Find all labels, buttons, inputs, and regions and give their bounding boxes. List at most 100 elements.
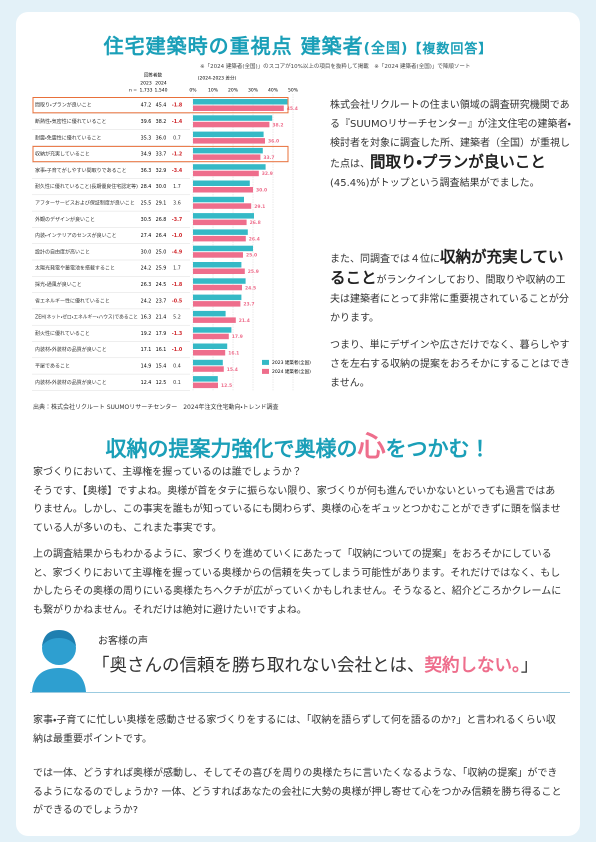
person-icon <box>32 630 86 692</box>
table-value: 25.5 <box>141 200 152 206</box>
bar <box>193 203 252 209</box>
bar <box>193 131 264 138</box>
bar <box>193 301 241 307</box>
table-diff: -3.7 <box>172 217 183 223</box>
bar <box>193 196 244 203</box>
table-diff: -1.8 <box>172 282 183 288</box>
value-label: 38.2 <box>272 122 283 128</box>
value-label: 23.7 <box>243 302 254 308</box>
category-label: 平屋であること <box>35 363 70 369</box>
bar <box>193 252 243 258</box>
table-value: 16.3 <box>141 315 152 321</box>
value-label: 24.5 <box>245 285 256 291</box>
table-diff: 3.6 <box>173 200 181 206</box>
value-label: 25.9 <box>248 269 259 275</box>
bar <box>193 245 253 252</box>
bar <box>193 99 288 105</box>
table-value: 25.0 <box>156 249 167 255</box>
text: をつかむ！ <box>385 437 491 461</box>
value-label: 30.0 <box>256 188 267 194</box>
category-label: 収納が充実していること <box>35 151 90 158</box>
table-value: 14.9 <box>141 363 152 369</box>
value-label: 21.4 <box>239 318 250 324</box>
table-value: 12.4 <box>141 380 152 386</box>
bar <box>193 105 284 111</box>
table-value: 32.9 <box>156 168 167 174</box>
paragraph: 家事・子育てに忙しい奥様を感動させる家づくりをするには、「収納を語らずして何を語… <box>33 715 556 745</box>
table-value: 26.3 <box>141 282 152 288</box>
bar <box>193 213 254 219</box>
bar <box>193 180 250 186</box>
n-label: n = <box>129 89 137 94</box>
bar <box>193 284 242 291</box>
table-value: 24.2 <box>141 298 152 304</box>
bar <box>193 317 236 323</box>
summary-p1: 株式会社リクルートの住まい領域の調査研究機関である『SUUMOリサーチセンター』… <box>330 96 575 193</box>
category-label: ZEH(ネット・ゼロ・エネルギー・ハウス)であること <box>35 314 138 321</box>
value-label: 17.9 <box>232 334 243 340</box>
table-diff: -1.2 <box>172 152 183 158</box>
quote: 「奥さんの信頼を勝ち取れない会社とは、契約しない。」 <box>92 652 538 677</box>
table-value: 21.4 <box>156 315 167 321</box>
text: 」 <box>520 656 539 676</box>
bar <box>193 366 224 372</box>
bar <box>193 164 266 170</box>
category-label: 耐震・免震性に優れていること <box>35 134 102 141</box>
table-value: 19.2 <box>141 331 152 337</box>
category-label: 耐久性に優れていること(長期優良住宅認定等) <box>35 183 138 190</box>
paragraph: 上の調査結果からもわかるように、家づくりを進めていくにあたって「収納についての提… <box>33 549 562 616</box>
bar <box>193 115 273 121</box>
table-diff: -1.0 <box>172 233 183 239</box>
table-value: 24.5 <box>156 282 167 288</box>
table-value: 36.3 <box>141 168 152 174</box>
x-tick-label: 50% <box>288 88 299 94</box>
divider <box>30 692 570 693</box>
bar <box>193 382 218 389</box>
category-label: 断熱性・気密性に優れていること <box>35 118 107 125</box>
table-diff: -1.0 <box>172 347 183 353</box>
table-value: 38.2 <box>156 119 167 125</box>
bar <box>193 154 261 160</box>
emphasis: 間取り・プランが良いこと <box>370 153 546 171</box>
text: (45.4%)がトップという調査結果がでました。 <box>330 178 540 189</box>
emphasis: 心 <box>357 430 386 463</box>
x-tick-label: 40% <box>268 88 279 94</box>
text: 収納の提案力強化で奥様の <box>105 437 358 461</box>
bar <box>193 138 265 144</box>
x-tick-label: 10% <box>208 88 219 94</box>
table-value: 26.8 <box>156 217 167 223</box>
voice-label: お客様の声 <box>98 636 148 647</box>
table-value: 30.0 <box>156 184 167 190</box>
table-diff: 5.2 <box>173 315 181 321</box>
value-label: 29.1 <box>254 204 265 210</box>
table-value: 35.3 <box>141 135 152 141</box>
value-label: 12.5 <box>221 383 232 389</box>
table-value: 30.0 <box>141 249 152 255</box>
table-diff: -1.8 <box>172 103 183 109</box>
emphasis: 収納が充実していること <box>330 248 564 287</box>
paragraph: 家づくりにおいて、主導権を握っているのは誰でしょうか？ そうです、【奥様】ですよね… <box>33 464 565 538</box>
table-value: 29.1 <box>156 200 167 206</box>
text: 株式会社リクルートの住まい領域の調査研究機関である『SUUMOリサーチセンター』… <box>330 100 571 170</box>
category-label: 間取り・プランが良いこと <box>35 102 92 109</box>
table-value: 15.4 <box>156 363 167 369</box>
text: そうです、【奥様】ですよね。奥様が首をタテに振らない限り、家づくりが何も進んでい… <box>33 485 561 534</box>
table-diff: 0.4 <box>173 363 181 369</box>
table-value: 12.5 <box>156 380 167 386</box>
table-diff: -1.3 <box>172 331 183 337</box>
table-value: 26.4 <box>156 233 167 239</box>
category-label: 耐火性に優れていること <box>35 330 90 337</box>
x-tick-label: 30% <box>248 88 259 94</box>
table-diff: -4.9 <box>172 249 183 255</box>
category-label: 太陽光発電や蓄電池を搭載すること <box>35 265 115 272</box>
source: 出典：株式会社リクルート SUUMOリサーチセンター 2024年注文住宅動向・ト… <box>33 404 279 411</box>
bar <box>193 359 223 366</box>
bar <box>193 219 247 226</box>
table-value: 27.4 <box>141 233 152 239</box>
value-label: 25.0 <box>246 253 257 259</box>
value-label: 26.8 <box>250 220 261 226</box>
bar <box>193 268 245 274</box>
category-label: 家事・子育てがしやすい間取りであること <box>35 167 127 174</box>
table-diff: 1.7 <box>173 184 181 190</box>
